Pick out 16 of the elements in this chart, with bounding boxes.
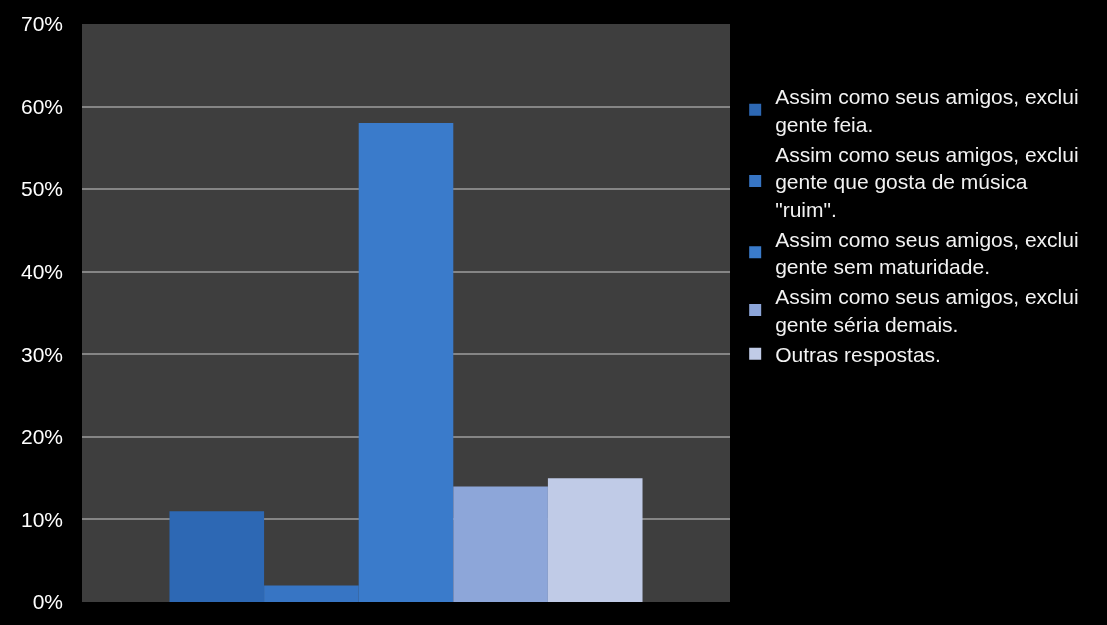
y-tick-label: 20% — [20, 425, 63, 449]
y-tick-label: 70% — [20, 12, 63, 36]
bar — [547, 478, 643, 602]
bar — [453, 486, 548, 602]
legend-label: Assim como seus amigos, exclui gente séria demais. — [775, 285, 1079, 336]
y-tick-label: 0% — [32, 590, 63, 614]
legend-label: Outras respostas. — [775, 343, 941, 367]
y-tick-label: 10% — [20, 507, 63, 531]
y-tick-label: 50% — [20, 177, 63, 201]
bar — [169, 511, 265, 602]
y-tick-label: 30% — [20, 342, 63, 366]
legend-label: Assim como seus amigos, exclui gente que gosta de música "ruim". — [775, 142, 1079, 221]
legend-label: Assim como seus amigos, exclui gente feia. — [775, 85, 1079, 136]
y-tick-label: 60% — [20, 94, 63, 118]
y-tick-label: 40% — [20, 260, 63, 284]
legend-label: Assim como seus amigos, exclui gente sem maturidade. — [775, 227, 1079, 279]
